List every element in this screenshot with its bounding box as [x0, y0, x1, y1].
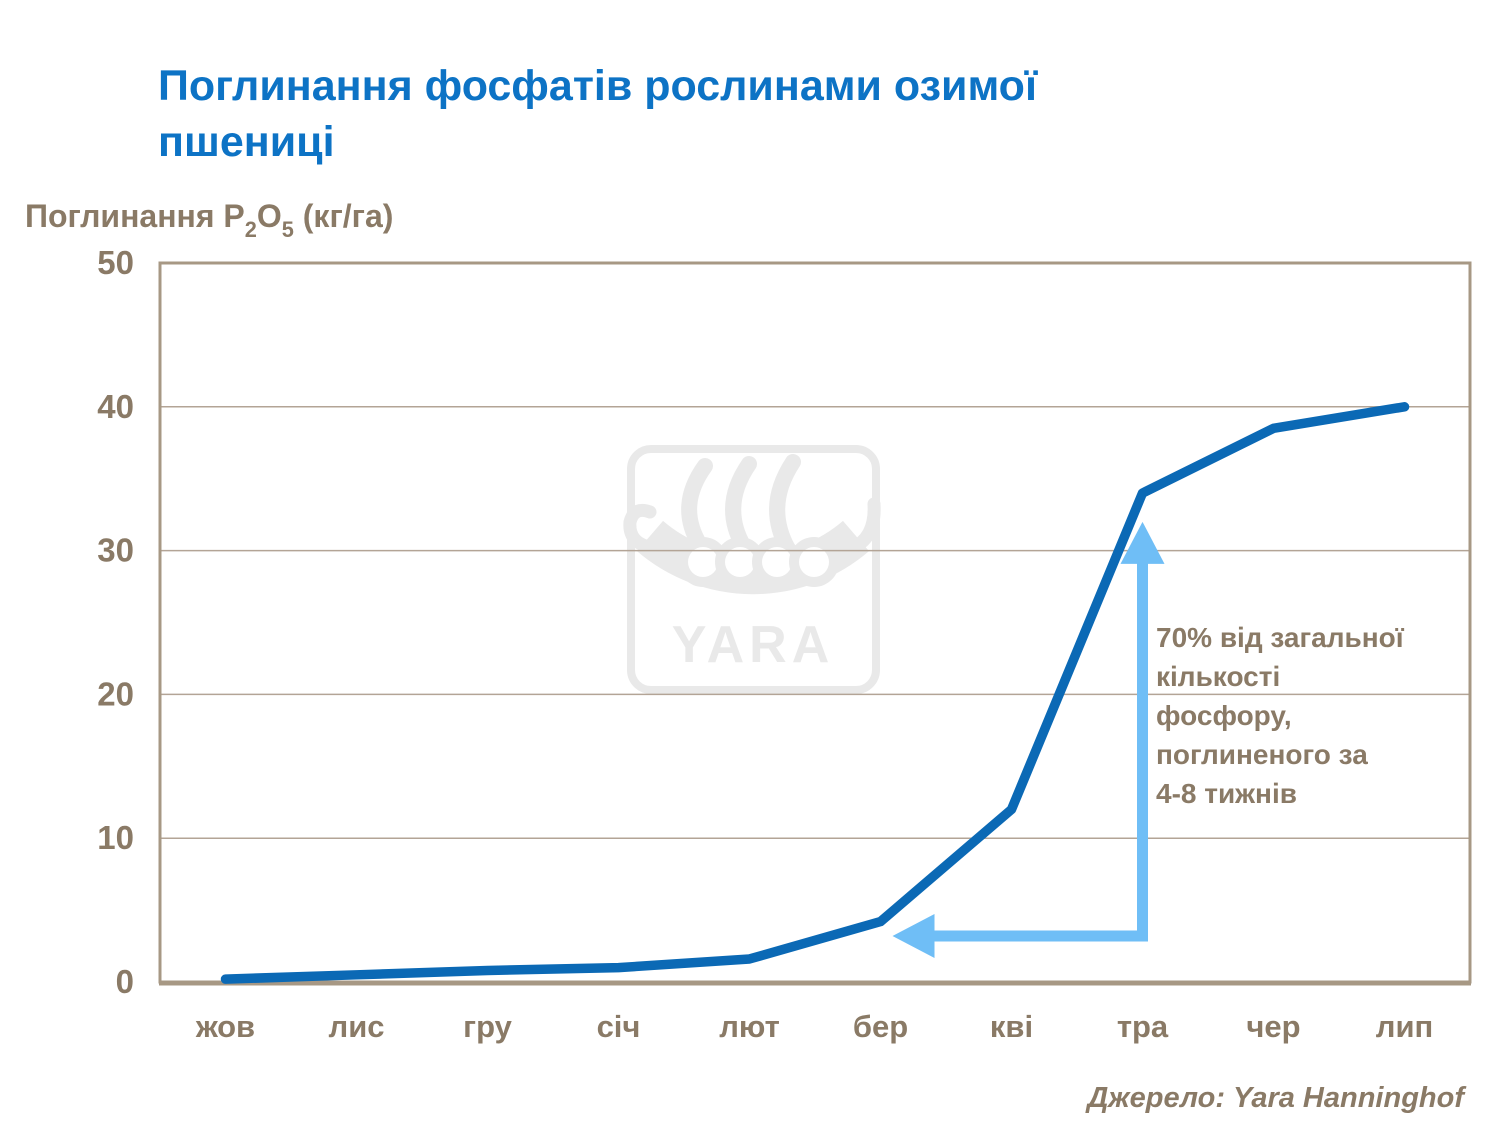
y-axis-title: Поглинання P2O5 (кг/га): [25, 198, 394, 242]
x-tick-label: жов: [195, 1009, 255, 1044]
watermark-shield-hole: [725, 547, 755, 577]
annotation-line: 70% від загальної: [1156, 622, 1404, 653]
x-tick-label: кві: [990, 1009, 1033, 1044]
y-axis-title-subscript: 2: [244, 217, 257, 242]
annotation-text: 70% від загальної кількості фосфору, поглин…: [1156, 618, 1476, 813]
watermark-stern: [845, 497, 881, 555]
x-tick-label: тра: [1117, 1009, 1169, 1044]
page-title: Поглинання фосфатів рослинами озимої пше…: [158, 58, 1037, 170]
watermark-wordmark: YARA: [672, 616, 835, 674]
annotation-line: 4-8 тижнів: [1156, 778, 1297, 809]
watermark-sail: [769, 454, 801, 557]
x-tick-label: лют: [719, 1009, 780, 1044]
watermark-prow: [623, 503, 661, 555]
page-title-line-1: Поглинання фосфатів рослинами озимої: [158, 62, 1038, 110]
annotation-arrowhead-left: [892, 913, 935, 958]
watermark-sail: [681, 458, 713, 553]
uptake-data-line: [220, 402, 1410, 984]
y-tick-label: 10: [97, 819, 134, 856]
y-axis-title-text: Поглинання P: [25, 198, 245, 234]
y-axis-title-text: O: [256, 198, 282, 234]
y-tick-label: 40: [97, 388, 134, 425]
watermark-frame: [627, 445, 880, 694]
y-tick-label: 50: [97, 244, 134, 281]
watermark-shield-hole: [799, 547, 829, 577]
page-title-line-2: пшениці: [158, 118, 335, 166]
x-tick-label: бер: [853, 1009, 908, 1044]
annotation-line: кількості: [1156, 661, 1281, 692]
y-tick-label: 20: [97, 675, 134, 712]
x-tick-label: лис: [329, 1009, 385, 1044]
x-tick-label: чер: [1246, 1009, 1300, 1044]
annotation-arrowhead-up: [1120, 521, 1165, 564]
watermark-shield-hole: [762, 547, 792, 577]
x-tick-label: гру: [463, 1009, 512, 1044]
y-axis-title-text: (кг/га): [293, 198, 394, 234]
annotation-arrow-stem: [932, 561, 1148, 942]
y-axis-title-subscript: 5: [281, 217, 294, 242]
x-tick-label: січ: [597, 1009, 641, 1044]
watermark-shield-hole: [688, 547, 718, 577]
annotation-arrow: [892, 521, 1165, 958]
watermark-sail: [725, 456, 757, 555]
y-tick-label: 30: [97, 532, 134, 569]
source-credit: Джерело: Yara Hanninghof: [1087, 1082, 1464, 1114]
annotation-line: поглиненого за: [1156, 739, 1368, 770]
annotation-line: фосфору,: [1156, 700, 1292, 731]
x-tick-label: лип: [1376, 1009, 1433, 1044]
yara-watermark-logo: YARA: [623, 445, 881, 694]
y-tick-label: 0: [116, 963, 134, 1000]
